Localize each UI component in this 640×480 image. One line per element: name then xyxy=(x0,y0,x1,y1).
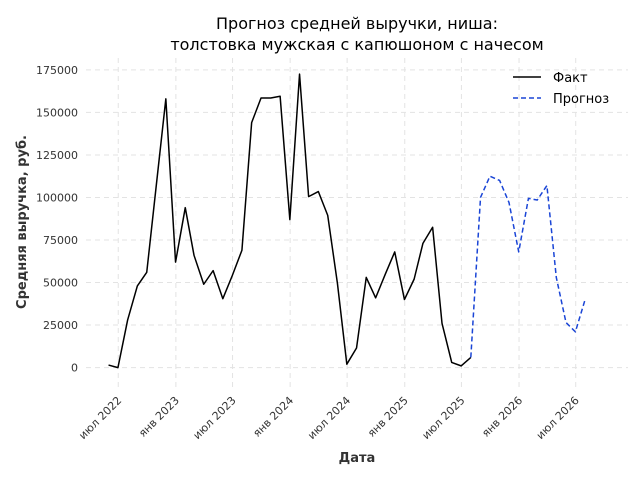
chart-title-line-2: толстовка мужская с капюшоном с начесом xyxy=(170,35,543,54)
grid xyxy=(86,58,628,388)
legend-label-fact: Факт xyxy=(553,71,588,86)
series-line-forecast xyxy=(470,175,586,358)
y-tick-label: 75000 xyxy=(43,234,78,247)
legend-label-forecast: Прогноз xyxy=(553,92,609,107)
chart-title-line-1: Прогноз средней выручки, ниша: xyxy=(216,14,498,33)
series-line-fact xyxy=(108,73,472,369)
x-axis-label: Дата xyxy=(339,451,376,466)
y-tick-label: 25000 xyxy=(43,319,78,332)
y-tick-label: 0 xyxy=(71,362,78,375)
y-tick-label: 175000 xyxy=(36,64,78,77)
y-axis-label: Средняя выручка, руб. xyxy=(15,135,30,309)
series xyxy=(108,73,586,369)
y-tick-label: 150000 xyxy=(36,106,78,119)
y-tick-label: 125000 xyxy=(36,149,78,162)
legend: Факт Прогноз xyxy=(513,71,609,107)
y-tick-label: 50000 xyxy=(43,277,78,290)
y-tick-label: 100000 xyxy=(36,191,78,204)
